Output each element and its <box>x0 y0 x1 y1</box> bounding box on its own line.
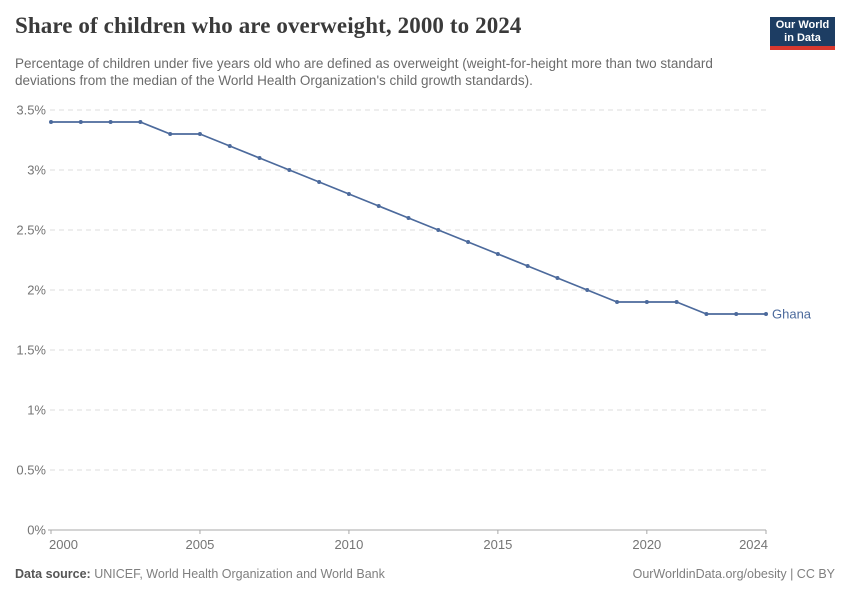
y-tick-label: 1% <box>27 403 46 418</box>
data-point[interactable] <box>138 120 143 124</box>
data-point[interactable] <box>764 312 768 316</box>
data-point[interactable] <box>466 240 471 244</box>
x-tick-label: 2015 <box>483 537 512 552</box>
attribution-link[interactable]: OurWorldinData.org/obesity | CC BY <box>632 567 835 581</box>
data-point[interactable] <box>78 120 83 124</box>
x-tick-label: 2005 <box>185 537 214 552</box>
x-tick-label: 2020 <box>632 537 661 552</box>
chart-subtitle: Percentage of children under five years … <box>15 56 713 88</box>
x-tick-label: 2010 <box>334 537 363 552</box>
data-point[interactable] <box>197 132 202 136</box>
y-tick-label: 2% <box>27 283 46 298</box>
data-point[interactable] <box>49 120 53 124</box>
data-point[interactable] <box>376 204 381 208</box>
data-point[interactable] <box>704 312 709 316</box>
owid-logo-line1: Our World <box>775 18 830 31</box>
data-point[interactable] <box>615 300 620 304</box>
data-point[interactable] <box>317 180 322 184</box>
y-tick-label: 3.5% <box>16 103 46 118</box>
line-chart-canvas[interactable]: 0% 0.5% 1% 1.5% 2% 2.5% 3% 3.5% 2000 2005 2010 2015… <box>0 95 850 560</box>
data-point[interactable] <box>585 288 590 292</box>
series-end-label[interactable]: Ghana <box>772 307 812 322</box>
data-point[interactable] <box>674 300 679 304</box>
y-tick-label: 3% <box>27 163 46 178</box>
data-point[interactable] <box>495 252 500 256</box>
y-tick-label: 2.5% <box>16 223 46 238</box>
data-source-label: Data source: <box>15 567 91 581</box>
owid-logo[interactable]: Our World in Data <box>770 17 835 50</box>
y-tick-label: 0.5% <box>16 463 46 478</box>
page-title: Share of children who are overweight, 20… <box>15 13 522 38</box>
data-point[interactable] <box>406 216 411 220</box>
data-point[interactable] <box>525 264 530 268</box>
data-point[interactable] <box>108 120 113 124</box>
y-tick-label: 0% <box>27 523 46 538</box>
y-tick-label: 1.5% <box>16 343 46 358</box>
x-tick-label: 2000 <box>49 537 78 552</box>
data-point[interactable] <box>555 276 560 280</box>
data-source-note: Data source: UNICEF, World Health Organi… <box>15 567 385 581</box>
data-point[interactable] <box>287 168 292 172</box>
data-point[interactable] <box>168 132 173 136</box>
data-point[interactable] <box>257 156 262 160</box>
data-point[interactable] <box>227 144 232 148</box>
chart-footer: Data source: UNICEF, World Health Organi… <box>15 567 835 581</box>
data-source-text: UNICEF, World Health Organization and Wo… <box>90 567 385 581</box>
owid-logo-line2: in Data <box>784 31 821 44</box>
data-point[interactable] <box>734 312 739 316</box>
data-point[interactable] <box>346 192 351 196</box>
data-point[interactable] <box>436 228 441 232</box>
x-tick-label: 2024 <box>739 537 768 552</box>
data-point[interactable] <box>644 300 649 304</box>
